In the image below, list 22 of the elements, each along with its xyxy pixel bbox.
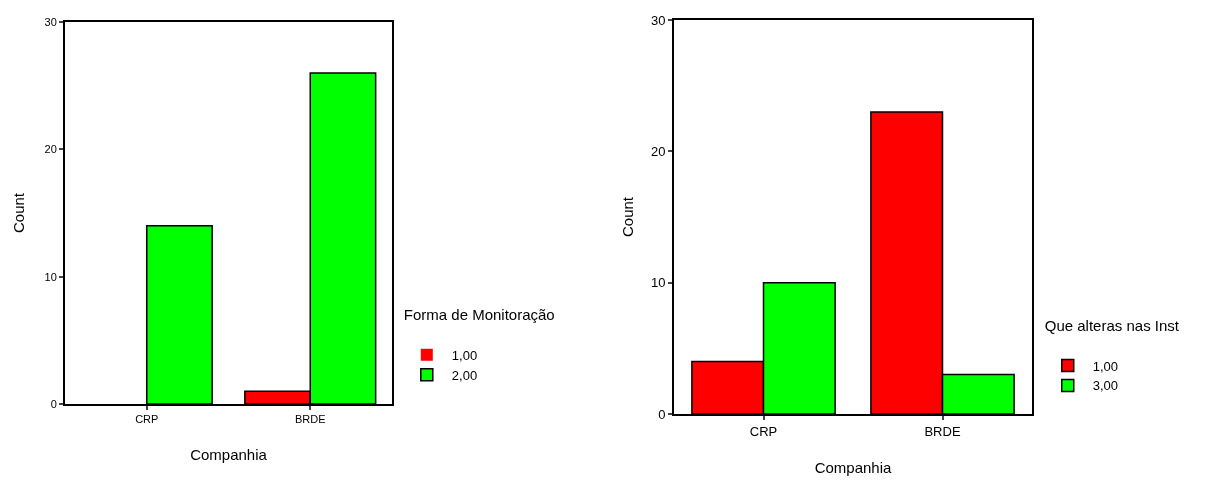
legend-title: Forma de Monitoração <box>403 306 555 324</box>
legend-label: 3,00 <box>1092 378 1119 394</box>
y-tick-label: 20 <box>44 143 57 156</box>
legend-label: 2,00 <box>451 367 478 383</box>
y-tick-label: 0 <box>50 397 57 410</box>
y-axis-title: Count <box>619 196 636 238</box>
legend-title: Que alteras nas Inst <box>1044 317 1180 335</box>
x-tick-label: BRDE <box>924 423 961 439</box>
x-tick-label: CRP <box>749 423 778 439</box>
x-tick-label: CRP <box>135 413 159 426</box>
y-axis-title: Count <box>10 192 27 234</box>
y-tick-label: 10 <box>650 275 666 291</box>
x-axis-title: Companhia <box>190 445 268 463</box>
x-tick-label: BRDE <box>294 413 326 426</box>
y-tick-label: 30 <box>44 15 57 28</box>
y-tick-label: 30 <box>650 12 666 28</box>
legend-label: 1,00 <box>451 347 478 363</box>
y-tick-label: 0 <box>658 406 666 422</box>
x-axis-title: Companhia <box>814 459 893 477</box>
y-tick-label: 10 <box>44 270 57 283</box>
legend-label: 1,00 <box>1092 358 1119 374</box>
y-tick-label: 20 <box>650 143 666 159</box>
